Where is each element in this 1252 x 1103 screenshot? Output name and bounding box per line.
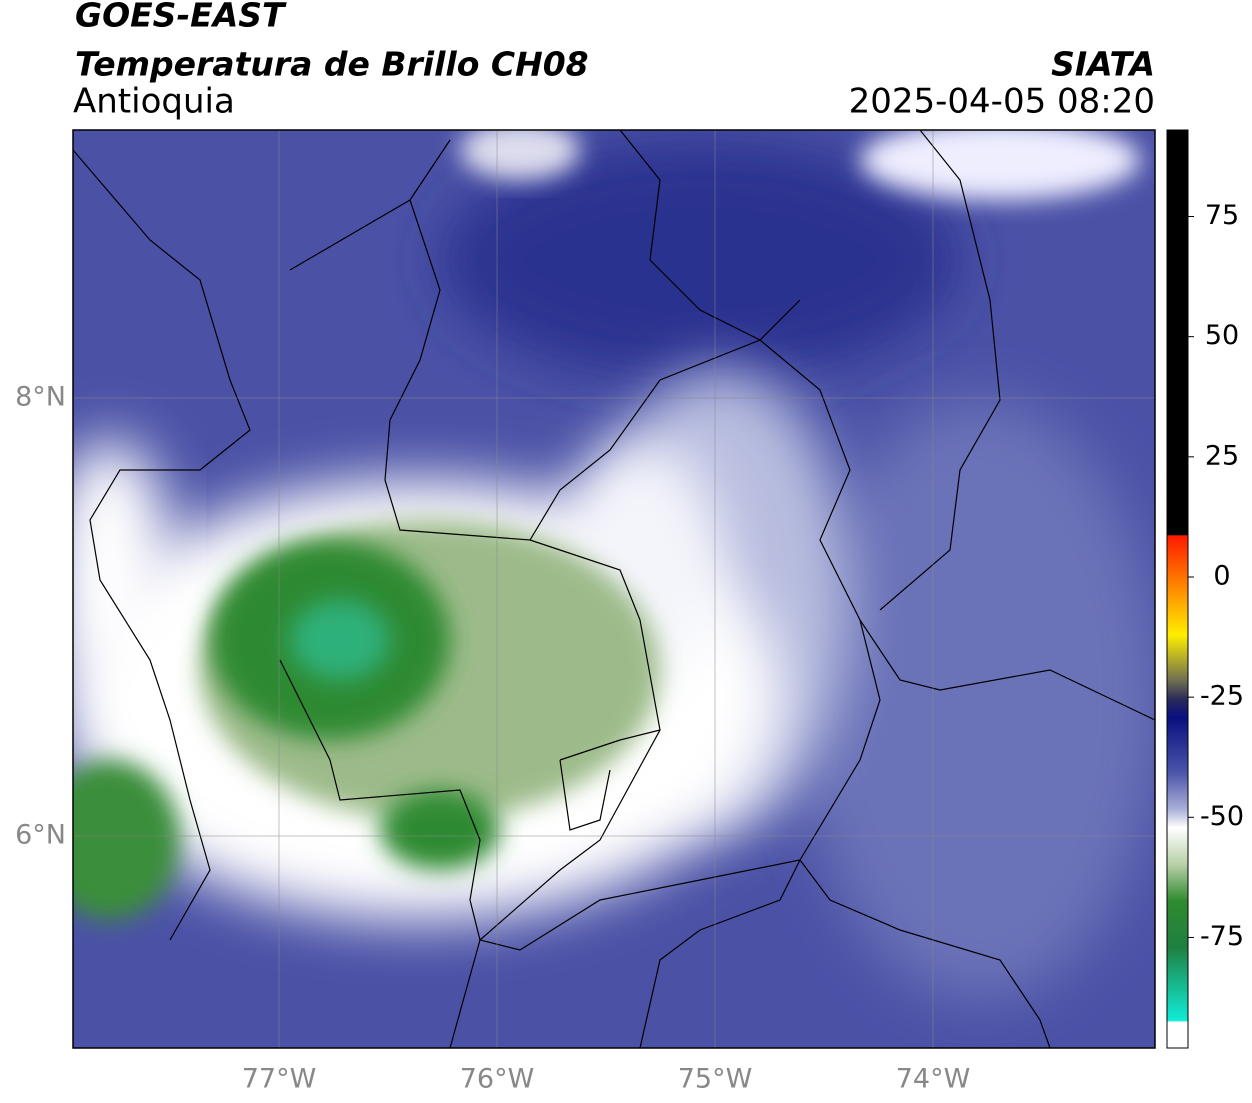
colorbar-tick-label: -75: [1200, 921, 1244, 952]
lon-label: 75°W: [678, 1064, 753, 1095]
colorbar-tick-label: 50: [1205, 320, 1239, 351]
graticule: [73, 130, 1155, 1048]
title: GOES-EAST: [75, 0, 287, 35]
colorbar-tick-label: -25: [1200, 681, 1244, 712]
colorbar-tick-label: -50: [1200, 801, 1244, 832]
lat-label: 6°N: [15, 820, 66, 851]
lon-label: 77°W: [242, 1064, 317, 1095]
region: Antioquia: [73, 82, 235, 122]
lon-label: 76°W: [460, 1064, 535, 1095]
satellite-image: [73, 130, 1155, 1048]
agency: SIATA: [1051, 45, 1155, 84]
colorbar-tick-label: 0: [1213, 560, 1230, 591]
colorbar: [1166, 129, 1189, 1049]
colorbar-tick-label: 25: [1205, 440, 1239, 471]
lon-label: 74°W: [896, 1064, 971, 1095]
map-frame: [72, 129, 1156, 1049]
datetime: 2025-04-05 08:20: [849, 82, 1155, 122]
colorbar-tick-label: 75: [1205, 200, 1239, 231]
lat-label: 8°N: [15, 382, 66, 413]
subtitle: Temperatura de Brillo CH08: [75, 45, 589, 84]
